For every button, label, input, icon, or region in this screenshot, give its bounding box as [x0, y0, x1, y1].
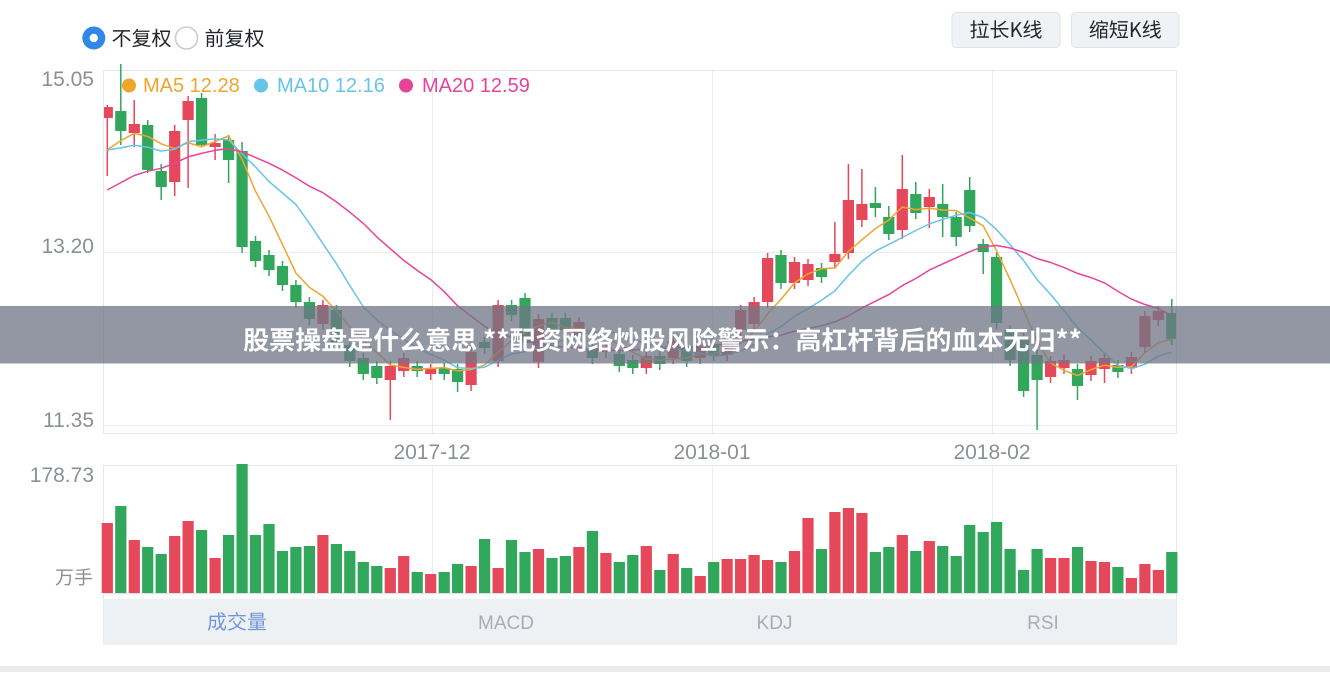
svg-text:RSI: RSI	[1027, 613, 1059, 634]
svg-text:15.05: 15.05	[41, 68, 94, 91]
svg-text:MA10 12.16: MA10 12.16	[277, 75, 385, 97]
svg-text:MA20 12.59: MA20 12.59	[422, 75, 530, 97]
svg-text:2018-01: 2018-01	[673, 441, 750, 464]
svg-text:11.35: 11.35	[43, 409, 94, 432]
svg-text:13.20: 13.20	[41, 235, 94, 258]
svg-text:2017-12: 2017-12	[393, 441, 470, 464]
svg-text:KDJ: KDJ	[757, 613, 793, 634]
svg-text:2018-02: 2018-02	[953, 441, 1030, 464]
svg-text:MACD: MACD	[478, 613, 534, 634]
svg-text:178.73: 178.73	[30, 464, 94, 487]
svg-text:MA5 12.28: MA5 12.28	[143, 75, 240, 97]
